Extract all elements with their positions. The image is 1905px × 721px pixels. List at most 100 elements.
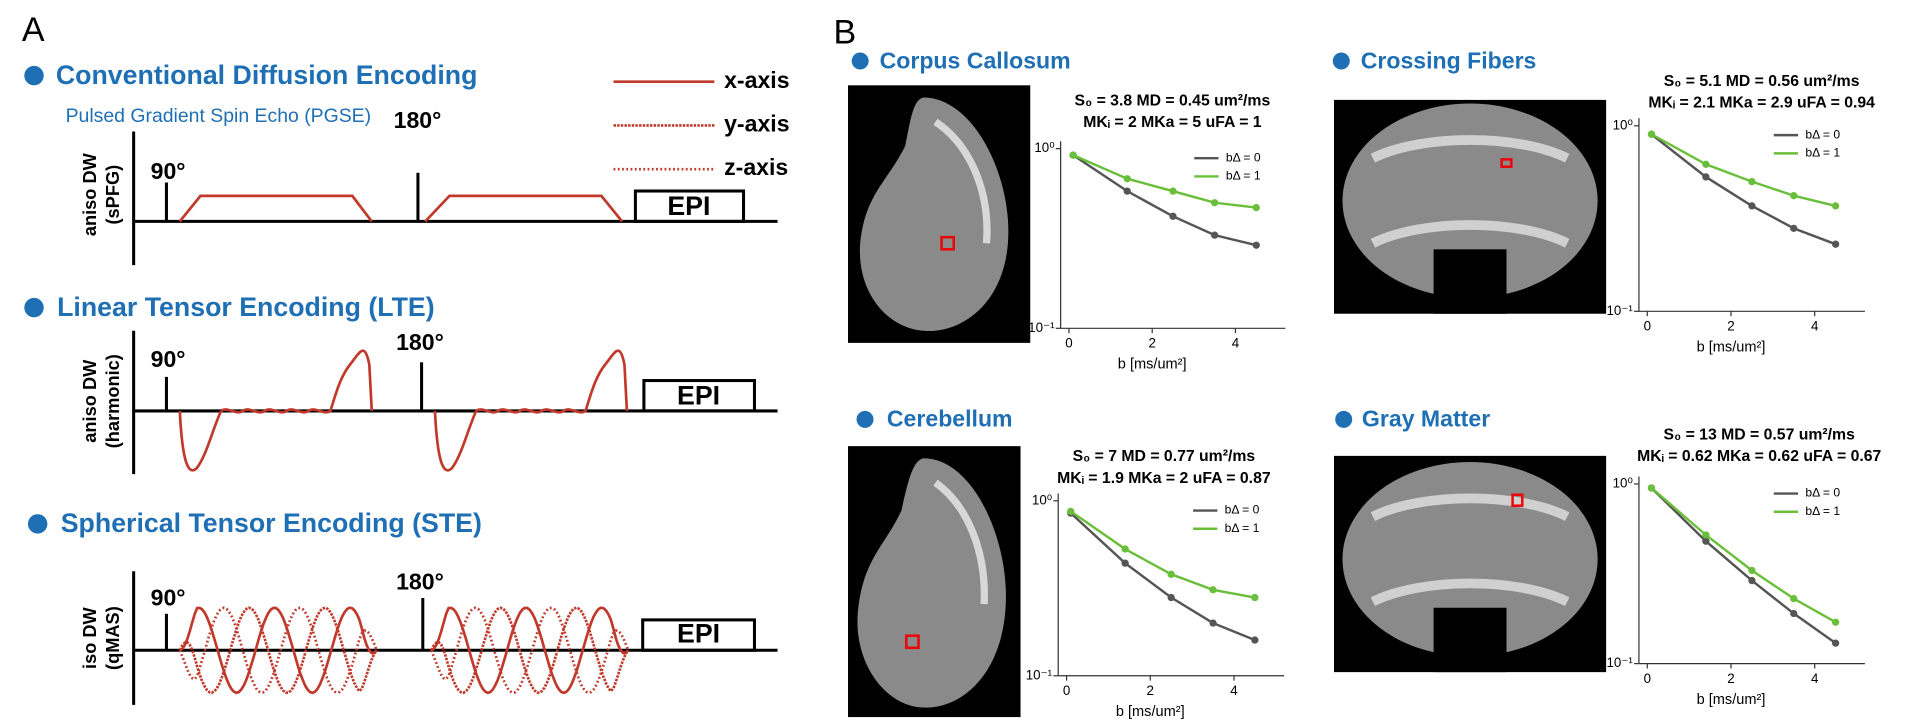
readout-label: EPI [667,191,710,221]
legend-label: bΔ = 0 [1805,127,1840,141]
data-point [1831,618,1840,626]
data-point [1790,594,1798,603]
brain-image [1333,455,1607,673]
y-tick-label: 10⁻¹ [1028,320,1055,335]
data-point [1831,639,1840,647]
legend-label: bΔ = 1 [1225,521,1260,535]
data-point [1748,177,1756,186]
x-tick-label: 0 [1644,671,1651,686]
waveform [430,606,630,695]
x-tick-label: 4 [1232,336,1240,351]
y-tick-label: 10⁻¹ [1026,667,1053,682]
legend-label: bΔ = 0 [1225,503,1260,517]
sequence-diagram [132,131,778,266]
legend-label: x-axis [724,67,789,93]
data-point [1167,570,1175,578]
bullet [24,65,44,86]
y-label: (sPFG) [103,165,123,225]
legend-label: bΔ = 1 [1805,146,1840,160]
sequence-diagram [132,330,778,475]
legend-label: bΔ = 0 [1226,150,1261,164]
y-tick-label: 10⁰ [1032,492,1052,507]
x-tick-label: 4 [1811,319,1819,334]
y-label: (qMAS) [103,606,123,670]
brain-image [848,85,1031,343]
legend-label: bΔ = 1 [1226,169,1261,183]
readout-label: EPI [677,619,720,649]
y-tick-label: 10⁻¹ [1606,655,1633,670]
data-point [1252,203,1260,212]
data-point [1209,586,1217,594]
y-tick-label: 10⁻¹ [1606,303,1633,318]
data-point [1210,231,1219,239]
y-label: iso DW [80,606,100,669]
x-tick-label: 4 [1230,683,1238,698]
pulse-label: 180° [396,569,444,595]
annotation: MKᵢ = 2 MKa = 5 uFA = 1 [1083,114,1262,131]
y-tick-label: 10⁰ [1613,117,1633,132]
chart-title: Crossing Fibers [1361,47,1537,73]
annotation: MKᵢ = 0.62 MKa = 0.62 uFA = 0.67 [1637,448,1881,465]
y-label: aniso DW [80,359,100,443]
x-axis-label: b [ms/um²] [1697,340,1766,356]
x-axis-label: b [ms/um²] [1697,692,1766,708]
data-point [1647,130,1656,138]
x-axis-label: b [ms/um²] [1118,357,1187,373]
data-point [1702,160,1710,168]
data-point [1702,537,1710,545]
brain-image [1333,99,1607,314]
sequence-diagram [132,571,778,705]
readout-label: EPI [677,381,720,411]
bullet [1335,410,1353,428]
annotation: S₀ = 7 MD = 0.77 um²/ms [1073,448,1256,465]
y-tick-label: 10⁰ [1613,475,1633,490]
data-point [1121,545,1129,553]
panel-label: B [833,13,856,51]
legend-label: z-axis [724,154,788,180]
data-point [1790,192,1798,200]
data-point [1123,187,1131,195]
annotation: S₀ = 3.8 MD = 0.45 um²/ms [1075,92,1271,109]
x-tick-label: 2 [1727,671,1734,686]
section-subtitle: Pulsed Gradient Spin Echo (PGSE) [66,105,372,127]
x-tick-label: 0 [1644,319,1651,334]
data-point [1210,199,1219,207]
x-tick-label: 4 [1811,671,1819,686]
bullet [856,410,874,428]
data-point [1831,240,1840,248]
chart-title: Gray Matter [1362,406,1490,432]
section-title: Conventional Diffusion Encoding [56,60,478,90]
annotation: S₀ = 13 MD = 0.57 um²/ms [1664,426,1856,443]
pulse-label: 180° [394,107,442,133]
panel-label: A [22,11,45,49]
data-point [1251,636,1259,644]
data-point [1169,187,1177,195]
bullet [851,52,869,70]
chart-title: Corpus Callosum [880,47,1071,73]
annotation: MKᵢ = 2.1 MKa = 2.9 uFA = 0.94 [1648,95,1875,112]
data-point [1702,173,1710,181]
data-point [1647,484,1656,492]
data-point [1069,151,1077,159]
waveform [430,606,630,695]
x-tick-label: 2 [1148,336,1155,351]
data-point [1167,593,1175,602]
y-label: (harmonic) [103,354,123,448]
brain-image [848,446,1021,718]
data-point [1252,241,1260,249]
y-label: aniso DW [80,152,100,236]
data-point [1702,531,1710,539]
x-tick-label: 2 [1727,319,1734,334]
section-title: Spherical Tensor Encoding (STE) [61,508,482,538]
waveform [430,606,630,695]
pulse-label: 90° [151,584,186,610]
bullet [24,297,44,318]
bullet [27,514,48,534]
legend-label: y-axis [724,111,789,137]
data-point [1748,566,1756,575]
data-point [1748,576,1756,585]
data-point [1067,507,1075,516]
pulse-label: 90° [151,346,186,372]
data-point [1169,212,1177,220]
